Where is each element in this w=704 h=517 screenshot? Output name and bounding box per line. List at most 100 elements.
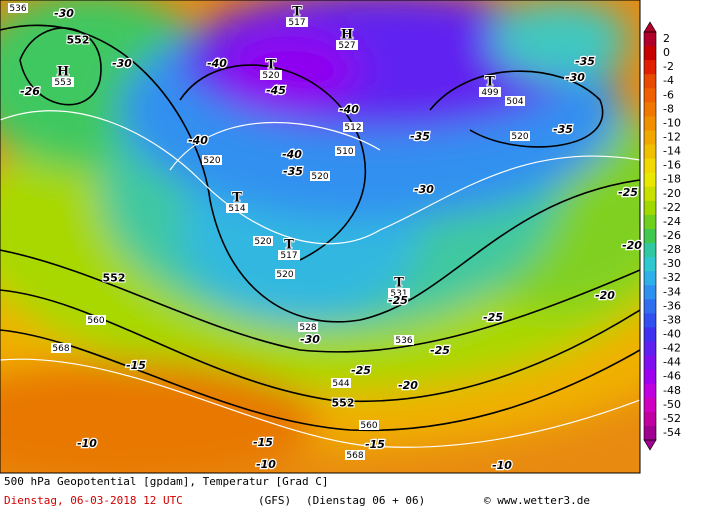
colorbar-frame xyxy=(643,31,657,441)
colorbar-label: -8 xyxy=(663,102,674,115)
colorbar-swatch xyxy=(644,88,656,103)
temperature-label: -20 xyxy=(622,239,642,252)
geopotential-box xyxy=(202,155,222,165)
pressure-center-symbol: H xyxy=(341,28,353,43)
pressure-center-box xyxy=(52,77,74,87)
temperature-label: -30 xyxy=(300,333,320,346)
geopotential-box xyxy=(275,269,295,279)
colorbar-swatch xyxy=(644,341,656,357)
colorbar-swatch xyxy=(644,102,656,117)
temperature-label: -25 xyxy=(351,364,371,377)
geopotential-box xyxy=(51,343,71,353)
geopotential-label: 504 xyxy=(506,97,523,107)
geopotential-label: 560 xyxy=(87,316,104,326)
pressure-center-symbol: T xyxy=(266,58,276,73)
colorbar-swatch xyxy=(644,383,656,399)
map-field xyxy=(0,0,640,473)
colorbar-label: -54 xyxy=(663,426,681,439)
colorbar-swatch xyxy=(644,355,656,371)
pressure-center-box xyxy=(479,87,501,97)
temperature-label: -30 xyxy=(565,71,585,84)
temperature-label: -10 xyxy=(492,459,512,472)
geopotential-box xyxy=(510,131,530,141)
pressure-center-symbol: H xyxy=(57,65,69,80)
pressure-center-box xyxy=(226,203,248,213)
colorbar-swatch xyxy=(644,411,656,427)
geopotential-label: 520 xyxy=(276,270,293,280)
geopotential-box xyxy=(298,322,318,332)
pressure-center-value: 531 xyxy=(390,289,407,299)
geopotential-box xyxy=(394,335,414,345)
geopotential-label: 536 xyxy=(9,4,26,14)
colorbar-label: -4 xyxy=(663,74,674,87)
geopotential-label: 520 xyxy=(311,172,328,182)
geopotential-label: 520 xyxy=(203,156,220,166)
colorbar-swatch xyxy=(644,158,656,174)
colorbar-label: -16 xyxy=(663,159,681,172)
temperature-label: -26 xyxy=(20,85,40,98)
geopotential-label: 536 xyxy=(395,336,412,346)
colorbar-label: -18 xyxy=(663,173,681,186)
temperature-label: -35 xyxy=(283,165,303,178)
geopotential-box xyxy=(359,420,379,430)
geopotential-box xyxy=(86,315,106,325)
temperature-label: -45 xyxy=(266,84,286,97)
colorbar-label: -38 xyxy=(663,313,681,326)
temperature-label: -25 xyxy=(618,186,638,199)
colorbar-swatch xyxy=(644,327,656,343)
colorbar-label: -46 xyxy=(663,370,681,383)
temperature-label: -25 xyxy=(483,311,503,324)
colorbar: 20-2-4-6-8-10 -12-14-16-18-20-22-24-26-28… xyxy=(643,21,681,451)
footer-run: (Dienstag 06 + 06) xyxy=(306,494,425,507)
colorbar-label: -32 xyxy=(663,271,681,284)
colorbar-label: -40 xyxy=(663,327,681,340)
colorbar-swatch xyxy=(644,186,656,202)
geopotential-label: 510 xyxy=(336,147,353,157)
pressure-center-value: 517 xyxy=(288,18,305,28)
colorbar-swatch xyxy=(644,285,656,300)
colorbar-label: -30 xyxy=(663,257,681,270)
colorbar-label: -48 xyxy=(663,384,681,397)
pressure-center-box xyxy=(286,17,308,27)
colorbar-label: -2 xyxy=(663,60,674,73)
colorbar-label: -24 xyxy=(663,215,681,228)
temperature-label: -15 xyxy=(253,436,273,449)
geopotential-label: 512 xyxy=(344,123,361,133)
temperature-label: -20 xyxy=(595,289,615,302)
pressure-center-box xyxy=(388,288,410,298)
temperature-label: -10 xyxy=(256,458,276,471)
geopotential-label: 544 xyxy=(332,379,349,389)
pressure-center-symbol: T xyxy=(292,5,302,20)
geopotential-box xyxy=(331,378,351,388)
colorbar-label: -6 xyxy=(663,88,674,101)
temperature-label: -35 xyxy=(410,130,430,143)
colorbar-swatch xyxy=(644,46,656,61)
geopotential-label: 552 xyxy=(103,272,126,285)
geopotential-box xyxy=(335,146,355,156)
colorbar-swatch xyxy=(644,32,656,47)
geopotential-label: 560 xyxy=(360,421,377,431)
geopotential-label: 568 xyxy=(52,344,69,354)
colorbar-swatch xyxy=(644,425,656,441)
temperature-label: -25 xyxy=(430,344,450,357)
temperature-label: -30 xyxy=(54,7,74,20)
colorbar-swatch xyxy=(644,116,656,131)
colorbar-swatch xyxy=(644,228,656,244)
pressure-center-symbol: T xyxy=(394,276,404,291)
temperature-label: -15 xyxy=(365,438,385,451)
geopotential-label: 568 xyxy=(346,451,363,461)
colorbar-label: -20 xyxy=(663,187,681,200)
pressure-center-value: 527 xyxy=(338,41,355,51)
colorbar-label: -10 xyxy=(663,116,681,129)
pressure-center-box xyxy=(336,40,358,50)
pressure-center-value: 520 xyxy=(262,71,279,81)
colorbar-swatch xyxy=(644,257,656,272)
footer-date: Dienstag, 06-03-2018 12 UTC xyxy=(4,494,183,507)
temperature-label: -40 xyxy=(339,103,359,116)
geopotential-label: 552 xyxy=(67,34,90,47)
geopotential-box xyxy=(8,3,28,13)
colorbar-swatch xyxy=(644,271,656,286)
colorbar-swatch xyxy=(644,214,656,230)
footer-title: 500 hPa Geopotential [gpdam], Temperatur… xyxy=(4,475,329,488)
